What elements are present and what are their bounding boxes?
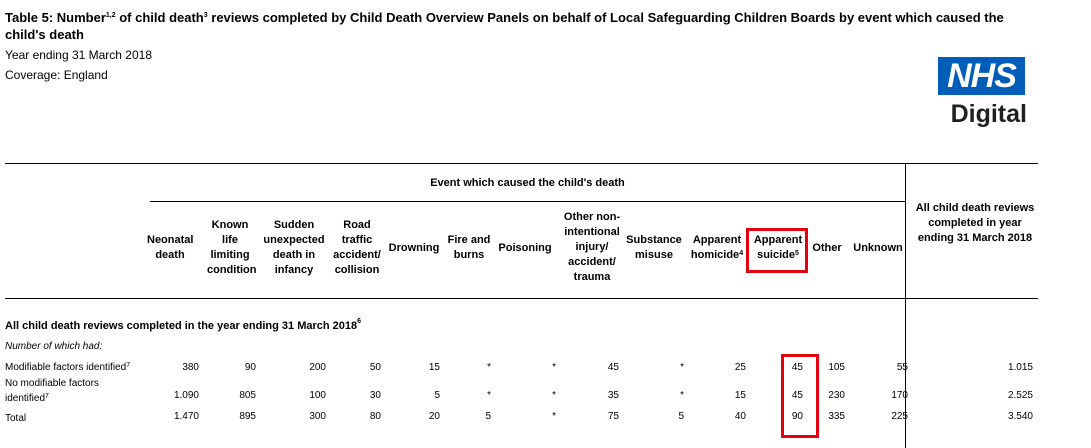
total-column-header: All child death reviews completed in yea… [915, 202, 1035, 244]
section-heading: All child death reviews completed in the… [5, 318, 362, 332]
table-cell: 75 [607, 411, 619, 422]
column-header: Unknown [853, 242, 903, 254]
coverage: Coverage: England [5, 68, 108, 82]
sub-label: Number of which had: [5, 341, 103, 352]
table-cell: * [680, 362, 684, 373]
digital-logo-text: Digital [950, 100, 1027, 128]
group-header: Event which caused the child's death [430, 177, 625, 189]
table-cell: 15 [428, 362, 440, 373]
table-cell: 100 [309, 390, 326, 401]
group-header-rule [150, 201, 905, 202]
table-cell: 80 [369, 411, 381, 422]
table-cell: 35 [607, 390, 619, 401]
table-cell: 15 [734, 390, 746, 401]
table-cell: 45 [791, 390, 803, 401]
column-header: Sudden unexpected death in infancy [263, 219, 325, 276]
table-cell: * [487, 390, 491, 401]
table-cell: 1.470 [173, 411, 199, 422]
table-top-rule [5, 163, 1038, 164]
table-cell: 45 [607, 362, 619, 373]
suicide-header-highlight [746, 228, 808, 273]
table-cell: 300 [309, 411, 326, 422]
row-label: Total [5, 413, 27, 424]
suicide-values-highlight [781, 354, 819, 438]
column-header: Substance misuse [626, 234, 682, 261]
table-cell: 225 [891, 411, 908, 422]
table-cell: 90 [244, 362, 256, 373]
column-header: Fire and burns [447, 234, 491, 261]
table-cell: 5 [434, 390, 440, 401]
table-cell: 25 [734, 362, 746, 373]
table-cell: 40 [734, 411, 746, 422]
column-header: Apparent homicide4 [690, 234, 744, 261]
column-header: Apparent suicide5 [753, 234, 803, 261]
table-cell: 200 [309, 362, 326, 373]
column-header: Neonatal death [147, 234, 194, 261]
column-header: Poisoning [498, 242, 552, 254]
subtitle: Year ending 31 March 2018 [5, 48, 152, 62]
row-label: No modifiable factors identified7 [5, 378, 99, 404]
row-total-cell: 2.525 [1007, 390, 1033, 401]
table-cell: 380 [182, 362, 199, 373]
nhs-logo: NHS [938, 57, 1025, 95]
table-cell: 1.090 [173, 390, 199, 401]
table-cell: 45 [791, 362, 803, 373]
total-column-divider [905, 164, 906, 448]
column-header: Road traffic accident/ collision [333, 219, 381, 276]
table-cell: 5 [678, 411, 684, 422]
table-cell: 30 [369, 390, 381, 401]
column-header: Known life limiting condition [207, 219, 257, 276]
table-title: Table 5: Number1,2 of child death3 revie… [5, 10, 1004, 42]
column-header: Other non-intentional injury/ accident/ … [563, 211, 621, 283]
table-cell: * [680, 390, 684, 401]
table-cell: * [487, 362, 491, 373]
column-header: Drowning [388, 242, 440, 254]
row-total-cell: 3.540 [1007, 411, 1033, 422]
table-cell: 105 [828, 362, 845, 373]
table-cell: 90 [791, 411, 803, 422]
table-cell: * [552, 390, 556, 401]
table-cell: 335 [828, 411, 845, 422]
table-cell: 895 [239, 411, 256, 422]
table-cell: * [552, 362, 556, 373]
table-cell: 50 [369, 362, 381, 373]
row-total-cell: 1.015 [1007, 362, 1033, 373]
table-cell: 805 [239, 390, 256, 401]
table-cell: 230 [828, 390, 845, 401]
table-cell: 5 [485, 411, 491, 422]
table-cell: 20 [428, 411, 440, 422]
table-cell: 55 [896, 362, 908, 373]
header-bottom-rule [5, 298, 1038, 299]
table-cell: * [552, 411, 556, 422]
column-header: Other [812, 242, 842, 254]
row-label: Modifiable factors identified7 [5, 362, 131, 373]
table-cell: 170 [891, 390, 908, 401]
